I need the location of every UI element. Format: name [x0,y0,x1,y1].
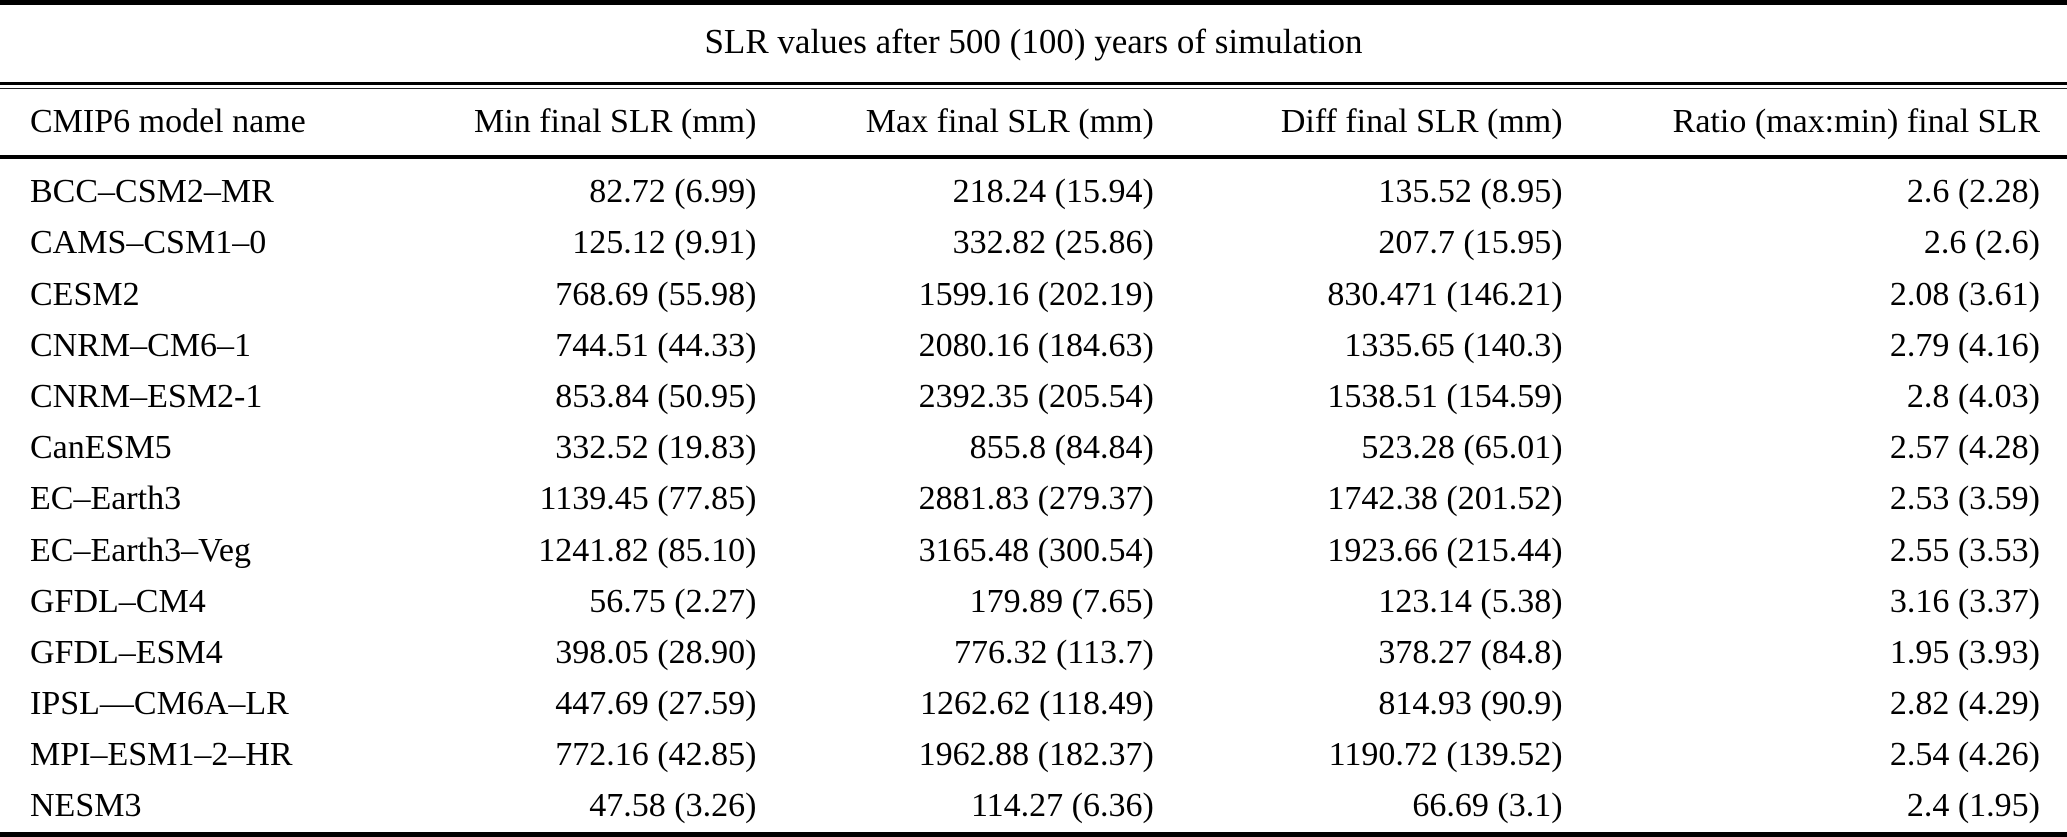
table-row: EC–Earth3–Veg 1241.82 (85.10) 3165.48 (300… [0,525,2067,576]
data-table: CMIP6 model name Min final SLR (mm) Max … [0,88,2067,833]
table-row: CNRM–ESM2-1 853.84 (50.95) 2392.35 (205.54… [0,371,2067,422]
max-slr-cell: 1262.62 (118.49) [919,685,1154,723]
header-row: CMIP6 model name Min final SLR (mm) Max … [0,88,2067,159]
max-slr-cell: 179.89 (7.65) [969,582,1154,620]
ratio-slr-cell: 2.55 (3.53) [1889,531,2040,569]
model-name-cell: CNRM–ESM2-1 [30,378,263,415]
max-slr-cell: 855.8 (84.84) [969,429,1154,467]
ratio-slr-cell: 2.54 (4.26) [1889,736,2040,774]
table-row: IPSL—CM6A–LR 447.69 (27.59) 1262.62 (118.4… [0,678,2067,729]
ratio-slr-cell: 3.16 (3.37) [1889,582,2040,620]
ratio-slr-cell: 2.4 (1.95) [1906,787,2040,825]
min-slr-cell: 398.05 (28.90) [555,633,757,671]
max-slr-cell: 332.82 (25.86) [952,224,1154,262]
table-row: GFDL–ESM4 398.05 (28.90) 776.32 (113.7) 378… [0,627,2067,678]
min-slr-cell: 47.58 (3.26) [589,787,757,825]
diff-slr-cell: 123.14 (5.38) [1378,582,1563,620]
diff-slr-cell: 1742.38 (201.52) [1327,480,1563,518]
table-body: BCC–CSM2–MR 82.72 (6.99) 218.24 (15.94) 135… [0,157,2067,833]
model-name-cell: BCC–CSM2–MR [30,173,274,211]
min-slr-cell: 853.84 (50.95) [555,378,757,415]
table-row: BCC–CSM2–MR 82.72 (6.99) 218.24 (15.94) 135… [0,157,2067,218]
diff-slr-cell: 1923.66 (215.44) [1327,531,1563,569]
title-divider-rule [0,81,2067,89]
column-header-ratio-slr: Ratio (max:min) final SLR [1591,88,2067,159]
min-slr-cell: 447.69 (27.59) [555,685,757,723]
diff-slr-cell: 1190.72 (139.52) [1328,736,1563,774]
max-slr-cell: 218.24 (15.94) [952,173,1154,211]
ratio-slr-cell: 2.6 (2.28) [1906,173,2040,211]
model-name-cell: EC–Earth3 [30,480,182,518]
diff-slr-cell: 1335.65 (140.3) [1344,326,1563,364]
table-row: NESM3 47.58 (3.26) 114.27 (6.36) 66.69 (3.1… [0,781,2067,832]
diff-slr-cell: 378.27 (84.8) [1378,633,1563,671]
min-slr-cell: 772.16 (42.85) [555,736,757,774]
table-row: GFDL–CM4 56.75 (2.27) 179.89 (7.65) 123.14 … [0,576,2067,627]
model-name-cell: CanESM5 [30,429,172,467]
ratio-slr-cell: 2.53 (3.59) [1889,480,2040,518]
min-slr-cell: 332.52 (19.83) [555,429,757,467]
column-header-min-slr: Min final SLR (mm) [413,88,786,159]
column-header-max-slr: Max final SLR (mm) [785,88,1199,159]
max-slr-cell: 114.27 (6.36) [970,787,1154,825]
ratio-slr-cell: 2.6 (2.6) [1923,224,2040,262]
diff-slr-cell: 207.7 (15.95) [1378,224,1563,262]
table-title: SLR values after 500 (100) years of simu… [704,22,1363,61]
min-slr-cell: 125.12 (9.91) [572,224,757,262]
model-name-cell: IPSL—CM6A–LR [30,685,289,723]
max-slr-cell: 1962.88 (182.37) [918,736,1154,774]
min-slr-cell: 1241.82 (85.10) [538,531,757,569]
model-name-cell: EC–Earth3–Veg [30,531,251,569]
column-header-diff-slr: Diff final SLR (mm) [1198,88,1592,159]
diff-slr-cell: 135.52 (8.95) [1378,173,1563,211]
column-header-model-name: CMIP6 model name [0,88,414,159]
diff-slr-cell: 814.93 (90.9) [1378,685,1563,723]
diff-slr-cell: 523.28 (65.01) [1361,429,1563,467]
min-slr-cell: 744.51 (44.33) [555,326,757,364]
ratio-slr-cell: 2.8 (4.03) [1906,378,2040,415]
min-slr-cell: 82.72 (6.99) [589,173,757,211]
model-name-cell: NESM3 [30,787,142,825]
ratio-slr-cell: 1.95 (3.93) [1889,633,2040,671]
model-name-cell: CNRM–CM6–1 [30,326,252,364]
ratio-slr-cell: 2.57 (4.28) [1889,429,2040,467]
ratio-slr-cell: 2.08 (3.61) [1889,275,2040,313]
model-name-cell: MPI–ESM1–2–HR [30,736,293,774]
table-row: CanESM5 332.52 (19.83) 855.8 (84.84) 523.28… [0,423,2067,474]
min-slr-cell: 1139.45 (77.85) [539,480,757,518]
table-row: CESM2 768.69 (55.98) 1599.16 (202.19) 830.4… [0,269,2067,320]
model-name-cell: GFDL–CM4 [30,582,206,620]
min-slr-cell: 56.75 (2.27) [589,582,757,620]
ratio-slr-cell: 2.79 (4.16) [1889,326,2040,364]
max-slr-cell: 1599.16 (202.19) [918,275,1154,313]
model-name-cell: GFDL–ESM4 [30,633,223,671]
table-row: CAMS–CSM1–0 125.12 (9.91) 332.82 (25.86) 20… [0,218,2067,269]
max-slr-cell: 776.32 (113.7) [953,633,1154,671]
min-slr-cell: 768.69 (55.98) [555,275,757,313]
table-row: MPI–ESM1–2–HR 772.16 (42.85) 1962.88 (182.… [0,730,2067,781]
model-name-cell: CAMS–CSM1–0 [30,224,267,262]
table-row: EC–Earth3 1139.45 (77.85) 2881.83 (279.37)… [0,474,2067,525]
max-slr-cell: 2392.35 (205.54) [918,378,1154,415]
diff-slr-cell: 1538.51 (154.59) [1327,378,1563,415]
max-slr-cell: 2881.83 (279.37) [918,480,1154,518]
model-name-cell: CESM2 [30,275,140,313]
max-slr-cell: 3165.48 (300.54) [918,531,1154,569]
max-slr-cell: 2080.16 (184.63) [918,326,1154,364]
diff-slr-cell: 830.471 (146.21) [1327,275,1563,313]
ratio-slr-cell: 2.82 (4.29) [1889,685,2040,723]
table-row: CNRM–CM6–1 744.51 (44.33) 2080.16 (184.63)… [0,320,2067,371]
diff-slr-cell: 66.69 (3.1) [1412,787,1563,825]
